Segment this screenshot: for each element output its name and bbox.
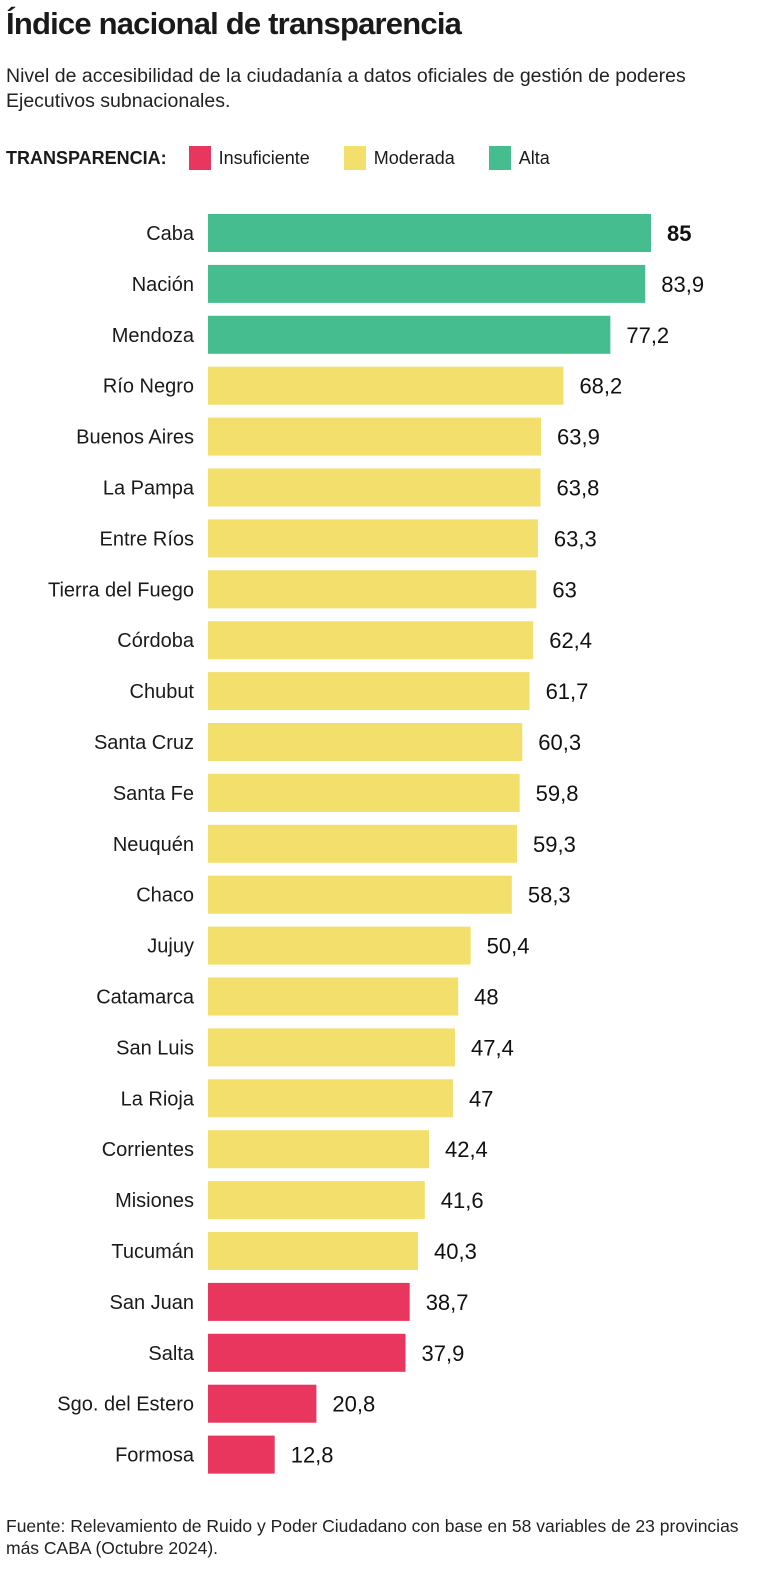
value-label: 68,2 [579, 374, 622, 399]
bar [208, 773, 520, 812]
category-label: Caba [146, 223, 195, 245]
category-label: Sgo. del Estero [57, 1394, 194, 1416]
value-label: 41,6 [441, 1188, 484, 1213]
category-label: Tucumán [111, 1241, 194, 1263]
legend-label: TRANSPARENCIA: [6, 147, 167, 168]
category-label: Jujuy [147, 936, 194, 958]
value-label: 38,7 [426, 1290, 469, 1315]
legend-swatch-alta [488, 146, 511, 170]
category-label: Mendoza [112, 325, 195, 347]
bar [208, 977, 459, 1016]
bar [208, 621, 534, 660]
legend-item-insuficiente: Insuficiente [218, 147, 310, 168]
bar [208, 1028, 456, 1067]
value-label: 37,9 [422, 1341, 465, 1366]
bar [208, 366, 564, 405]
value-label: 63,8 [557, 476, 600, 501]
bar [208, 264, 646, 303]
bar [208, 1079, 453, 1118]
bar [208, 417, 542, 456]
category-label: Corrientes [102, 1139, 194, 1161]
value-label: 63 [552, 577, 576, 602]
bar [208, 1384, 317, 1423]
category-label: Buenos Aires [76, 427, 194, 449]
legend-item-alta: Alta [518, 147, 550, 168]
value-label: 63,9 [557, 425, 600, 450]
bar [208, 1333, 406, 1372]
value-label: 60,3 [538, 730, 581, 755]
category-label: La Rioja [121, 1088, 195, 1110]
category-label: Chaco [136, 885, 194, 907]
legend: TRANSPARENCIA: Insuficiente Moderada Alt… [6, 145, 584, 171]
value-label: 85 [667, 221, 691, 246]
bar [208, 1181, 425, 1220]
category-label: San Luis [116, 1037, 194, 1059]
value-label: 12,8 [291, 1443, 334, 1468]
chart-title: Índice nacional de transparencia [6, 6, 462, 41]
category-label: Río Negro [103, 376, 194, 398]
category-label: Catamarca [96, 987, 195, 1009]
bar [208, 875, 512, 914]
category-label: Salta [148, 1343, 194, 1365]
category-label: Formosa [115, 1445, 195, 1467]
category-label: La Pampa [103, 478, 195, 500]
category-label: Córdoba [117, 630, 195, 652]
bar [208, 824, 518, 863]
category-label: Nación [132, 274, 194, 296]
value-label: 62,4 [549, 628, 592, 653]
value-label: 59,3 [533, 832, 576, 857]
bar [208, 315, 611, 354]
value-label: 50,4 [487, 934, 530, 959]
value-label: 61,7 [546, 679, 589, 704]
category-label: Chubut [130, 681, 195, 703]
value-label: 47,4 [471, 1035, 514, 1060]
value-label: 48 [474, 985, 498, 1010]
legend-item-moderada: Moderada [373, 147, 455, 168]
legend-swatch-moderada [343, 146, 366, 170]
bar [208, 468, 541, 507]
value-label: 42,4 [445, 1137, 488, 1162]
value-label: 47 [469, 1086, 493, 1111]
bar [208, 1435, 275, 1474]
value-label: 63,3 [554, 526, 597, 551]
category-label: Santa Cruz [94, 732, 194, 754]
bar [208, 672, 530, 711]
category-label: San Juan [109, 1292, 194, 1314]
value-label: 77,2 [626, 323, 669, 348]
category-label: Santa Fe [113, 783, 194, 805]
bar-chart: Caba 85 Nación 83,9 Mendoza 77,2 Río Negro 68,2… [48, 214, 704, 1474]
bar [208, 1130, 429, 1169]
category-label: Neuquén [113, 834, 194, 856]
value-label: 59,8 [536, 781, 579, 806]
source-note: Fuente: Relevamiento de Ruido y Poder Ci… [6, 1516, 739, 1558]
category-label: Misiones [115, 1190, 194, 1212]
bar [208, 926, 471, 965]
category-label: Tierra del Fuego [48, 579, 194, 601]
value-label: 83,9 [661, 272, 704, 297]
bar [208, 1232, 419, 1270]
bar [208, 723, 523, 761]
value-label: 40,3 [434, 1239, 477, 1264]
bar [208, 570, 537, 609]
bar [208, 1282, 410, 1321]
category-label: Entre Ríos [100, 528, 194, 550]
value-label: 58,3 [528, 883, 571, 908]
bar [208, 214, 651, 252]
chart-subtitle: Nivel de accesibilidad de la ciudadanía … [6, 65, 686, 112]
value-label: 20,8 [332, 1392, 375, 1417]
legend-swatch-insuficiente [188, 146, 211, 170]
bar [208, 519, 538, 558]
